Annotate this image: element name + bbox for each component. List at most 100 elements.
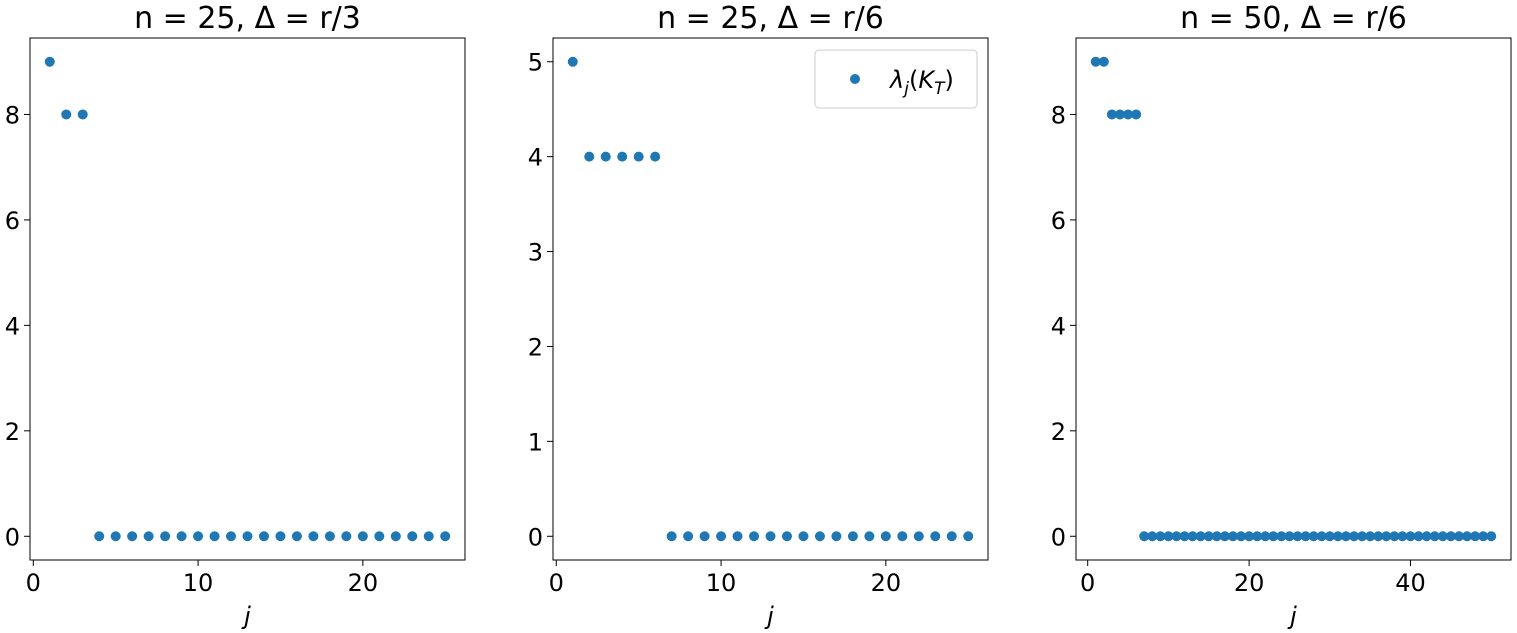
- data-point: [1445, 531, 1456, 542]
- data-point: [77, 109, 88, 120]
- data-point: [584, 151, 595, 162]
- y-tick-label: 8: [1051, 101, 1066, 129]
- y-tick-label: 3: [528, 239, 543, 267]
- data-point: [963, 531, 974, 542]
- data-point: [374, 531, 385, 542]
- data-point: [440, 531, 451, 542]
- data-point: [781, 531, 792, 542]
- axes-frame: [1075, 37, 1512, 561]
- data-point: [127, 531, 138, 542]
- x-tick-label: 20: [1234, 569, 1265, 597]
- y-tick-label: 1: [528, 428, 543, 456]
- data-point: [666, 531, 677, 542]
- data-point: [1300, 531, 1311, 542]
- chart-title: n = 25, Δ = r/3: [134, 1, 361, 36]
- data-point: [1308, 531, 1319, 542]
- data-point: [357, 531, 368, 542]
- x-tick-label: 0: [26, 569, 41, 597]
- data-point: [633, 151, 644, 162]
- data-point: [567, 56, 578, 67]
- data-point: [1357, 531, 1368, 542]
- data-point: [1171, 531, 1182, 542]
- data-point: [61, 109, 72, 120]
- data-point: [1219, 531, 1230, 542]
- x-tick-label: 0: [1080, 569, 1095, 597]
- y-tick-label: 6: [5, 207, 20, 235]
- data-point: [423, 531, 434, 542]
- data-point: [1340, 531, 1351, 542]
- data-point: [1236, 531, 1247, 542]
- data-point: [1405, 531, 1416, 542]
- data-point: [44, 56, 55, 67]
- data-point: [193, 531, 204, 542]
- data-point: [1211, 531, 1222, 542]
- data-point: [110, 531, 121, 542]
- data-point: [798, 531, 809, 542]
- data-point: [160, 531, 171, 542]
- x-tick-label: 20: [348, 569, 379, 597]
- x-tick-label: 10: [706, 569, 737, 597]
- data-point: [716, 531, 727, 542]
- axes-frame: [552, 37, 989, 561]
- data-point: [209, 531, 220, 542]
- data-point: [600, 151, 611, 162]
- subplot-3: n = 50, Δ = r/6 0 2 4 6 8 0 20 40 j: [1051, 1, 1512, 630]
- data-point: [1187, 531, 1198, 542]
- data-point: [1373, 531, 1384, 542]
- chart-title: n = 25, Δ = r/6: [657, 1, 884, 36]
- y-tick-label: 6: [1051, 207, 1066, 235]
- y-tick-label: 0: [5, 523, 20, 551]
- x-tick-label: 40: [1395, 569, 1426, 597]
- data-point: [617, 151, 628, 162]
- data-point: [847, 531, 858, 542]
- y-tick-label: 4: [1051, 312, 1066, 340]
- data-point: [1227, 531, 1238, 542]
- data-point: [242, 531, 253, 542]
- data-point: [1421, 531, 1432, 542]
- data-point: [258, 531, 269, 542]
- data-point: [1163, 531, 1174, 542]
- data-point: [1203, 531, 1214, 542]
- data-point: [880, 531, 891, 542]
- data-point: [390, 531, 401, 542]
- data-point: [1123, 109, 1134, 120]
- data-point: [1098, 56, 1109, 67]
- x-tick-label: 0: [549, 569, 564, 597]
- data-point: [1437, 531, 1448, 542]
- data-point: [308, 531, 319, 542]
- data-point: [1106, 109, 1117, 120]
- y-tick-label: 5: [528, 49, 543, 77]
- data-point: [176, 531, 187, 542]
- data-point: [1332, 531, 1343, 542]
- data-point: [1260, 531, 1271, 542]
- y-tick-label: 2: [5, 418, 20, 446]
- y-tick-label: 0: [528, 523, 543, 551]
- data-point: [946, 531, 957, 542]
- data-point: [1365, 531, 1376, 542]
- data-point: [650, 151, 661, 162]
- chart-title: n = 50, Δ = r/6: [1180, 1, 1407, 36]
- data-point: [1147, 531, 1158, 542]
- data-point: [1453, 531, 1464, 542]
- y-tick-label: 2: [528, 333, 543, 361]
- data-point: [765, 531, 776, 542]
- legend-entry: λj(KT): [888, 66, 954, 99]
- legend: λj(KT): [814, 49, 978, 109]
- data-point: [1429, 531, 1440, 542]
- y-tick-label: 4: [5, 312, 20, 340]
- data-point: [1478, 531, 1489, 542]
- data-point: [1324, 531, 1335, 542]
- data-point: [913, 531, 924, 542]
- data-point: [407, 531, 418, 542]
- x-axis-label: j: [764, 602, 774, 630]
- data-point: [94, 531, 105, 542]
- data-point: [683, 531, 694, 542]
- data-point: [699, 531, 710, 542]
- x-tick-label: 20: [871, 569, 902, 597]
- y-tick-label: 4: [528, 144, 543, 172]
- subplot-1: n = 25, Δ = r/3 0 2 4 6 8 0 10 20 j: [5, 1, 466, 630]
- data-point: [1462, 531, 1473, 542]
- data-point: [275, 531, 286, 542]
